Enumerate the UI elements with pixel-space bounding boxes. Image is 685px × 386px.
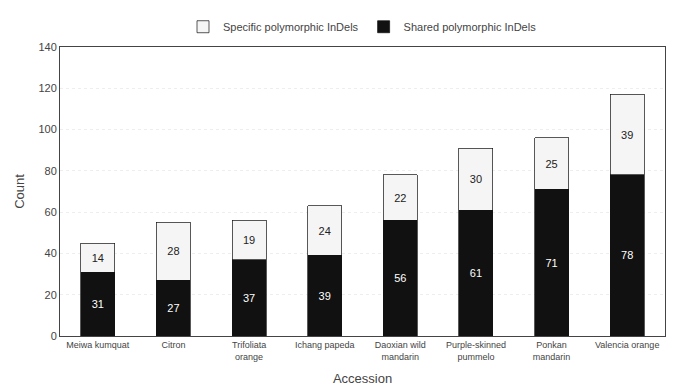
- svg-text:20: 20: [45, 289, 57, 301]
- svg-text:40: 40: [45, 247, 57, 259]
- svg-text:Meiwa kumquat: Meiwa kumquat: [66, 340, 130, 350]
- svg-text:39: 39: [319, 290, 331, 302]
- svg-text:Shared polymorphic InDels: Shared polymorphic InDels: [404, 21, 537, 33]
- svg-text:Accession: Accession: [333, 371, 392, 386]
- svg-text:Purple-skinnedpummelo: Purple-skinnedpummelo: [446, 340, 506, 362]
- svg-text:Count: Count: [12, 174, 27, 209]
- svg-text:39: 39: [621, 129, 633, 141]
- svg-text:71: 71: [545, 257, 557, 269]
- svg-text:140: 140: [38, 41, 56, 53]
- svg-text:Daoxian wildmandarin: Daoxian wildmandarin: [375, 340, 426, 362]
- svg-text:31: 31: [92, 298, 104, 310]
- svg-text:Trifoliataorange: Trifoliataorange: [232, 340, 266, 362]
- svg-text:37: 37: [243, 292, 255, 304]
- svg-text:80: 80: [45, 165, 57, 177]
- svg-text:Specific polymorphic InDels: Specific polymorphic InDels: [223, 21, 359, 33]
- svg-text:100: 100: [38, 123, 56, 135]
- svg-text:25: 25: [545, 158, 557, 170]
- svg-text:22: 22: [394, 192, 406, 204]
- svg-text:Citron: Citron: [161, 340, 185, 350]
- svg-text:78: 78: [621, 249, 633, 261]
- svg-text:19: 19: [243, 234, 255, 246]
- svg-text:24: 24: [319, 225, 331, 237]
- svg-text:Valencia orange: Valencia orange: [595, 340, 659, 350]
- svg-text:Ichang papeda: Ichang papeda: [295, 340, 355, 350]
- svg-text:61: 61: [470, 267, 482, 279]
- svg-text:56: 56: [394, 272, 406, 284]
- svg-text:28: 28: [167, 245, 179, 257]
- svg-text:30: 30: [470, 173, 482, 185]
- svg-text:60: 60: [45, 206, 57, 218]
- svg-text:27: 27: [167, 302, 179, 314]
- svg-text:Ponkanmandarin: Ponkanmandarin: [533, 340, 571, 362]
- svg-text:120: 120: [38, 82, 56, 94]
- svg-text:0: 0: [51, 330, 57, 342]
- svg-text:14: 14: [92, 252, 104, 264]
